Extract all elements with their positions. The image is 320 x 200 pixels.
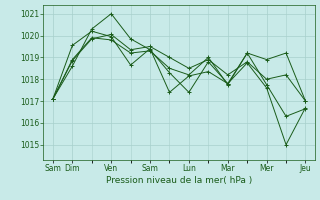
X-axis label: Pression niveau de la mer( hPa ): Pression niveau de la mer( hPa ) xyxy=(106,176,252,185)
